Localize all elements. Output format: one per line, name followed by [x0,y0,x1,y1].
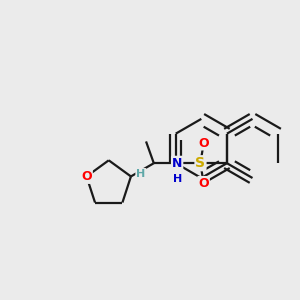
Text: H: H [136,169,146,179]
Text: O: O [81,170,92,183]
Text: N: N [172,157,182,170]
Text: O: O [198,136,209,149]
Text: S: S [196,156,206,170]
Text: H: H [172,174,182,184]
Text: O: O [198,177,209,190]
